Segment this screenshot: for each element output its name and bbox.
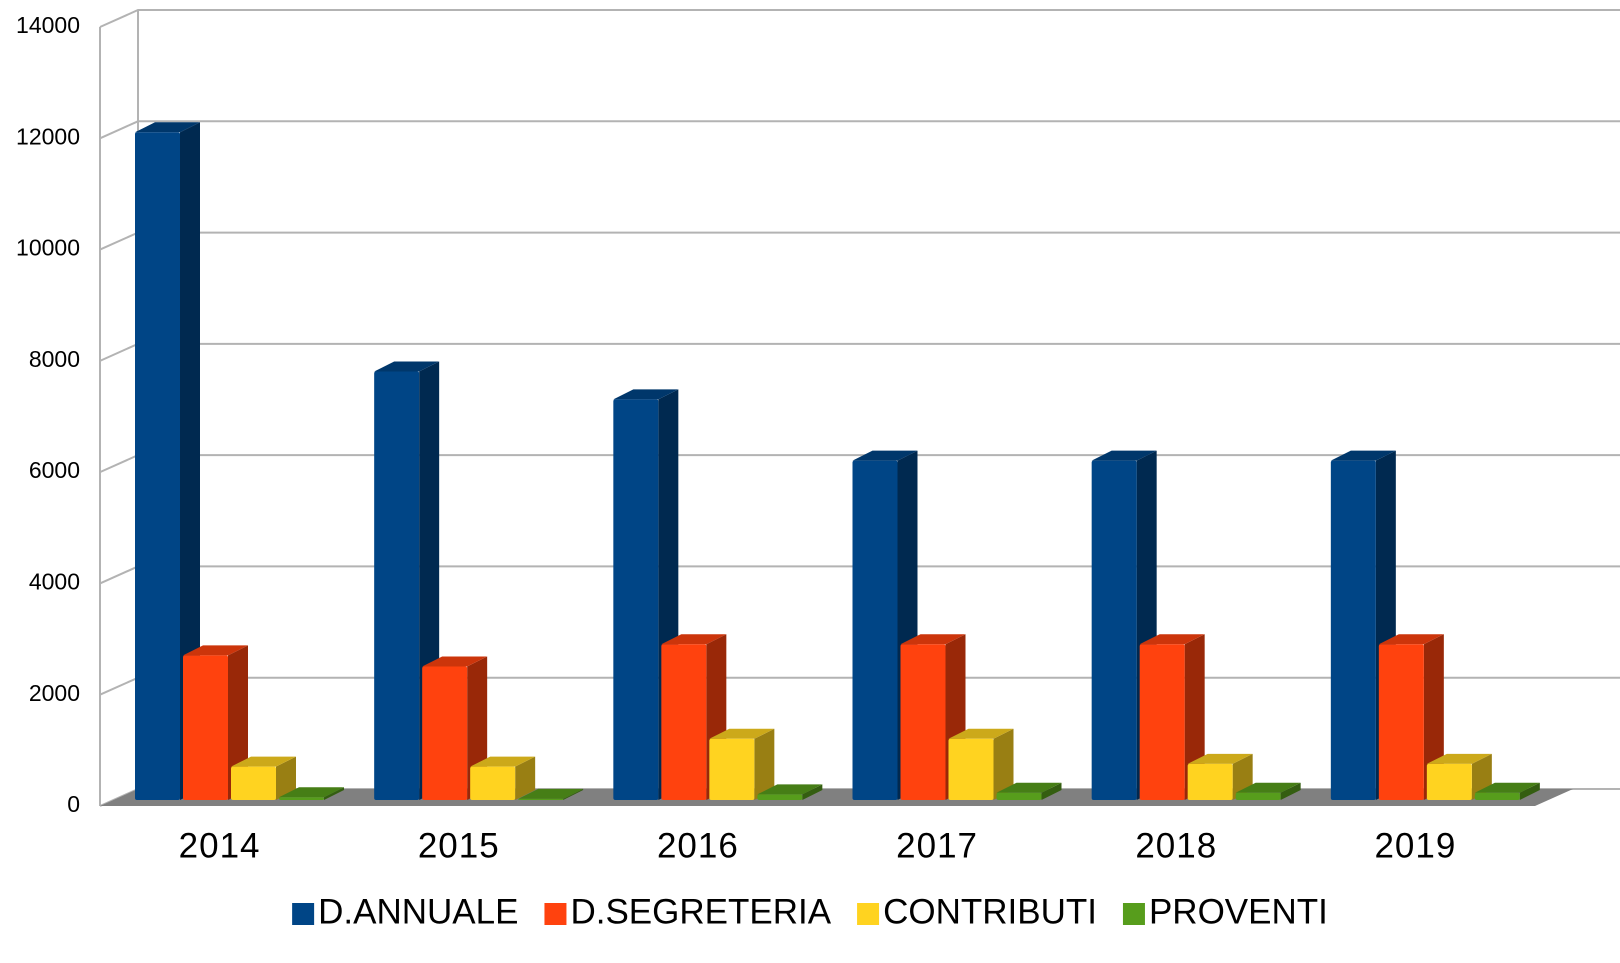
bar-top <box>470 756 536 767</box>
bar-top <box>852 450 918 461</box>
y-tick-label: 8000 <box>29 346 80 372</box>
y-tick-label: 10000 <box>16 235 80 261</box>
legend-swatch <box>857 903 880 925</box>
bar-top <box>1330 450 1396 461</box>
bar-top <box>948 728 1014 739</box>
x-tick-label: 2018 <box>1135 826 1217 865</box>
x-tick-label: 2014 <box>179 826 261 865</box>
bar-side <box>1519 782 1540 800</box>
bar-top <box>996 782 1062 793</box>
bar-top <box>709 728 775 739</box>
bar <box>374 371 420 800</box>
bar-top <box>1378 634 1444 645</box>
y-tick-label: 14000 <box>16 12 80 38</box>
bar-top <box>661 634 727 645</box>
bar <box>852 460 898 800</box>
x-tick-label: 2017 <box>896 826 978 865</box>
bar <box>757 794 803 800</box>
y-tick-label: 6000 <box>29 457 80 483</box>
grid-line <box>99 9 1620 28</box>
bar-top <box>422 656 488 667</box>
legend-label: CONTRIBUTI <box>883 892 1097 931</box>
bar <box>518 798 564 800</box>
bar-top <box>518 788 584 799</box>
bar-top <box>1474 782 1540 793</box>
bar-side <box>515 756 536 800</box>
y-tick-label: 0 <box>67 791 80 817</box>
bar <box>613 399 659 800</box>
grid-line <box>99 342 1620 362</box>
bar-side <box>1280 782 1301 800</box>
bar-top <box>757 784 823 795</box>
legend-swatch <box>292 903 315 925</box>
grid-line <box>99 120 1620 140</box>
bar <box>661 644 707 800</box>
bar-top <box>900 634 966 645</box>
bar-top <box>231 756 296 767</box>
x-tick-label: 2016 <box>657 826 739 865</box>
legend-label: PROVENTI <box>1149 892 1328 931</box>
legend-swatch <box>544 903 567 925</box>
bar <box>1474 792 1520 800</box>
legend-label: D.ANNUALE <box>318 892 518 931</box>
bar-top <box>279 787 344 798</box>
bar-side <box>1041 782 1062 800</box>
bar <box>279 797 324 800</box>
bar-top <box>1187 753 1253 764</box>
grid-line <box>99 231 1620 251</box>
bar <box>948 738 994 800</box>
bar <box>470 766 516 800</box>
bar <box>1187 763 1233 800</box>
legend-swatch <box>1122 903 1145 925</box>
bar-side <box>180 122 200 801</box>
bar <box>135 132 180 801</box>
bar <box>183 655 228 800</box>
bar-side <box>993 728 1014 800</box>
bar-top <box>374 361 440 372</box>
bar <box>422 666 468 800</box>
bar-top <box>613 389 679 400</box>
bar-top <box>183 645 248 656</box>
y-tick-label: 4000 <box>29 569 80 595</box>
bar <box>1091 460 1137 800</box>
bar <box>900 644 946 800</box>
x-tick-label: 2015 <box>418 826 500 865</box>
legend-label: D.SEGRETERIA <box>570 892 831 931</box>
bar-side <box>563 788 584 800</box>
bar <box>1330 460 1376 800</box>
bar-side <box>276 756 296 800</box>
bar-side <box>754 728 775 800</box>
bar <box>1235 792 1281 800</box>
bar-top <box>135 122 200 133</box>
y-tick-label: 12000 <box>16 123 80 149</box>
bar-top <box>1139 634 1205 645</box>
bar <box>231 766 276 800</box>
bar-side <box>802 784 823 800</box>
bar-top <box>1235 782 1301 793</box>
x-tick-label: 2019 <box>1374 826 1456 865</box>
y-tick-label: 2000 <box>29 680 80 706</box>
bar-side <box>324 787 344 800</box>
bar-top <box>1426 753 1492 764</box>
bar <box>709 738 755 800</box>
bar-top <box>1091 450 1157 461</box>
bar <box>1378 644 1424 800</box>
bar <box>1139 644 1185 800</box>
bar <box>996 792 1042 800</box>
bar <box>1426 763 1472 800</box>
